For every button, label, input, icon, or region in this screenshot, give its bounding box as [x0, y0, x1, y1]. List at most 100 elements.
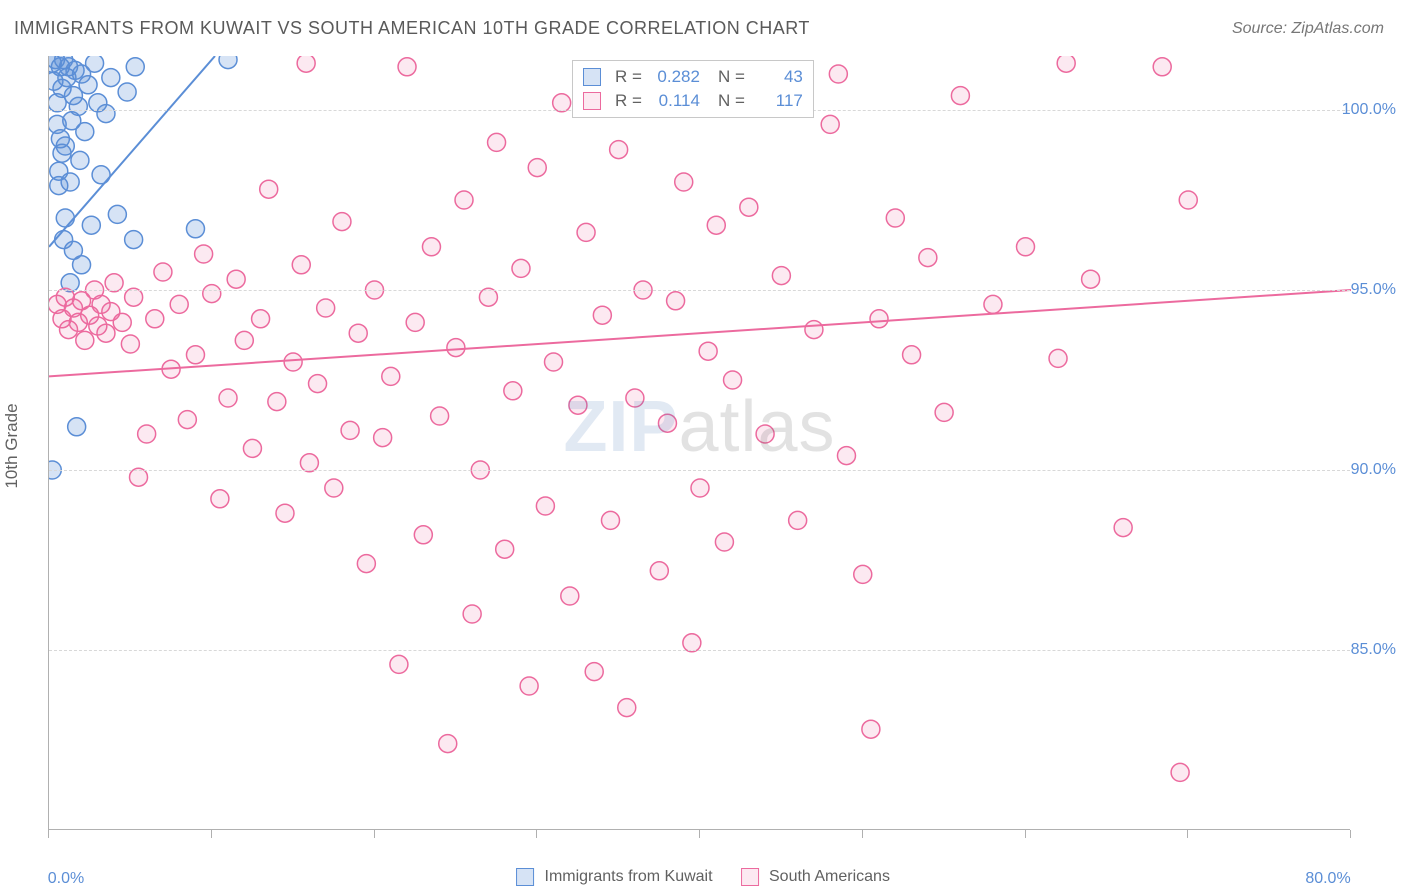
scatter-point-south_american [919, 249, 937, 267]
scatter-point-south_american [821, 115, 839, 133]
scatter-point-south_american [984, 295, 1002, 313]
scatter-point-south_american [862, 720, 880, 738]
xtick-mark [211, 830, 212, 838]
scatter-point-kuwait [125, 231, 143, 249]
gridline [49, 290, 1350, 291]
scatter-point-kuwait [69, 97, 87, 115]
scatter-point-kuwait [82, 216, 100, 234]
scatter-point-south_american [610, 141, 628, 159]
scatter-point-south_american [113, 313, 131, 331]
scatter-point-south_american [284, 353, 302, 371]
scatter-point-kuwait [56, 209, 74, 227]
scatter-point-south_american [667, 292, 685, 310]
scatter-point-south_american [170, 295, 188, 313]
scatter-point-south_american [1057, 56, 1075, 72]
scatter-point-south_american [439, 735, 457, 753]
stat-r-label: R = [615, 67, 642, 87]
legend-label-sa: South Americans [769, 868, 890, 885]
scatter-point-south_american [650, 562, 668, 580]
scatter-point-south_american [1153, 58, 1171, 76]
scatter-point-south_american [829, 65, 847, 83]
xtick-mark [48, 830, 49, 838]
y-axis-label: 10th Grade [2, 403, 22, 488]
scatter-point-south_american [1114, 519, 1132, 537]
scatter-point-south_american [268, 393, 286, 411]
scatter-point-south_american [406, 313, 424, 331]
scatter-point-south_american [97, 324, 115, 342]
plot-area: ZIPatlas [48, 56, 1350, 830]
scatter-point-south_american [854, 565, 872, 583]
scatter-point-south_american [309, 375, 327, 393]
stat-r-label: R = [615, 91, 642, 111]
scatter-point-south_american [398, 58, 416, 76]
scatter-point-south_american [951, 87, 969, 105]
stat-n-value-sa: 117 [753, 91, 803, 111]
scatter-point-kuwait [126, 58, 144, 76]
scatter-point-south_american [545, 353, 563, 371]
ytick-label: 95.0% [1351, 281, 1396, 299]
swatch-sa-icon [741, 868, 759, 886]
scatter-point-south_american [691, 479, 709, 497]
scatter-point-south_american [601, 511, 619, 529]
scatter-point-south_american [707, 216, 725, 234]
scatter-point-south_american [789, 511, 807, 529]
scatter-point-kuwait [73, 256, 91, 274]
scatter-point-south_american [463, 605, 481, 623]
scatter-point-south_american [252, 310, 270, 328]
scatter-point-south_american [178, 411, 196, 429]
scatter-point-kuwait [108, 205, 126, 223]
stat-n-label: N = [718, 91, 745, 111]
scatter-point-kuwait [71, 151, 89, 169]
correlation-stat-box: R = 0.282 N = 43 R = 0.114 N = 117 [572, 60, 814, 118]
scatter-point-south_american [121, 335, 139, 353]
scatter-point-south_american [390, 655, 408, 673]
scatter-point-south_american [618, 699, 636, 717]
xtick-label: 0.0% [48, 870, 84, 888]
stat-r-value-kuwait: 0.282 [650, 67, 700, 87]
scatter-point-kuwait [68, 418, 86, 436]
scatter-point-south_american [1179, 191, 1197, 209]
scatter-point-south_american [357, 555, 375, 573]
scatter-point-south_american [715, 533, 733, 551]
ytick-label: 100.0% [1342, 101, 1396, 119]
scatter-point-south_american [138, 425, 156, 443]
scatter-point-kuwait [219, 56, 237, 69]
scatter-point-south_american [577, 223, 595, 241]
ytick-label: 90.0% [1351, 461, 1396, 479]
xtick-mark [1350, 830, 1351, 838]
scatter-point-south_american [903, 346, 921, 364]
scatter-point-south_american [195, 245, 213, 263]
scatter-point-south_american [297, 56, 315, 72]
scatter-point-south_american [243, 439, 261, 457]
scatter-point-south_american [496, 540, 514, 558]
source-label: Source: ZipAtlas.com [1232, 20, 1384, 38]
scatter-point-south_american [675, 173, 693, 191]
scatter-point-south_american [374, 429, 392, 447]
scatter-point-south_american [219, 389, 237, 407]
gridline [49, 470, 1350, 471]
scatter-point-south_american [658, 414, 676, 432]
scatter-point-south_american [76, 331, 94, 349]
swatch-sa-icon [583, 92, 601, 110]
scatter-point-south_american [886, 209, 904, 227]
scatter-point-south_american [512, 259, 530, 277]
ytick-label: 85.0% [1351, 641, 1396, 659]
xtick-mark [1187, 830, 1188, 838]
scatter-point-south_american [724, 371, 742, 389]
scatter-point-south_american [593, 306, 611, 324]
scatter-point-south_american [561, 587, 579, 605]
scatter-point-kuwait [97, 105, 115, 123]
scatter-point-south_american [292, 256, 310, 274]
xtick-mark [862, 830, 863, 838]
stat-row-kuwait: R = 0.282 N = 43 [583, 65, 803, 89]
swatch-kuwait-icon [583, 68, 601, 86]
scatter-point-south_american [154, 263, 172, 281]
scatter-point-south_american [203, 285, 221, 303]
stat-row-sa: R = 0.114 N = 117 [583, 89, 803, 113]
scatter-point-south_american [837, 447, 855, 465]
scatter-point-south_american [317, 299, 335, 317]
scatter-point-kuwait [76, 123, 94, 141]
scatter-point-south_american [186, 346, 204, 364]
scatter-point-south_american [805, 321, 823, 339]
scatter-point-south_american [1082, 270, 1100, 288]
